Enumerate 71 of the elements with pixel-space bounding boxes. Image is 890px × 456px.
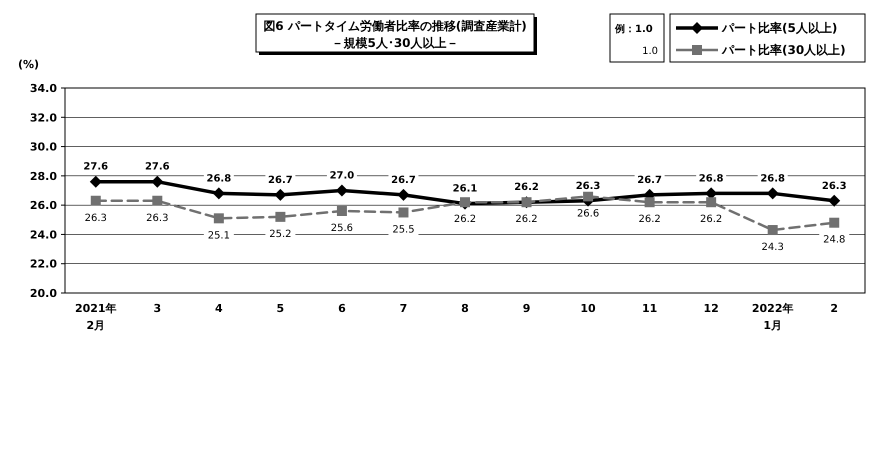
point xyxy=(336,184,348,196)
point xyxy=(336,206,347,216)
data-label: 25.6 xyxy=(330,223,354,234)
y-tick-label: 28.0 xyxy=(30,170,58,183)
data-label: 26.8 xyxy=(206,173,232,184)
point xyxy=(275,212,286,222)
y-tick-label: 24.0 xyxy=(30,228,58,242)
text: 1.0 xyxy=(642,46,658,57)
y-tick-label: 34.0 xyxy=(30,82,58,95)
x-tick-label: 5 xyxy=(276,302,284,315)
x-tick-label: 8 xyxy=(461,302,469,315)
point xyxy=(644,197,655,208)
y-tick-label: 26.0 xyxy=(30,199,58,212)
x-tick-label: 12 xyxy=(704,302,719,315)
y-tick-label: 32.0 xyxy=(30,111,58,124)
y-axis-title: (%) xyxy=(18,58,40,71)
data-label: 26.7 xyxy=(391,174,416,186)
x-tick-label: 2022年 1月 xyxy=(752,302,794,332)
legend-label: パート比率(5人以上) xyxy=(721,21,838,35)
point xyxy=(460,197,470,208)
data-label: 26.3 xyxy=(576,180,600,192)
data-label: 26.3 xyxy=(146,212,168,224)
data-label: 27.6 xyxy=(144,162,170,173)
y-tick-label: 30.0 xyxy=(30,140,58,154)
point xyxy=(152,196,162,206)
data-label: 26.2 xyxy=(700,214,722,226)
chart-subtitle: －規模5人･30人以上－ xyxy=(331,36,459,50)
data-label: 25.1 xyxy=(208,230,230,242)
data-label: 26.8 xyxy=(698,173,724,184)
point xyxy=(90,196,101,206)
chart-title: 図6 パートタイム労働者比率の推移(調査産業計) xyxy=(263,19,527,33)
data-label: 24.3 xyxy=(762,242,784,254)
data-label: 26.2 xyxy=(454,214,476,226)
point xyxy=(398,207,408,218)
x-tick-label: 7 xyxy=(400,302,408,315)
point xyxy=(766,187,779,200)
data-label: 26.1 xyxy=(452,184,478,195)
x-tick-label: 11 xyxy=(642,302,658,315)
x-tick-label: 2 xyxy=(830,302,838,315)
text: 例：1.0 xyxy=(614,23,653,35)
data-label: 26.2 xyxy=(515,214,538,226)
point xyxy=(214,213,224,224)
point xyxy=(397,188,410,201)
y-tick-label: 20.0 xyxy=(30,287,58,300)
data-label: 26.3 xyxy=(822,180,847,192)
x-tick-label: 3 xyxy=(153,302,162,315)
point xyxy=(706,197,716,208)
point xyxy=(829,218,840,228)
data-label: 27.0 xyxy=(330,170,354,182)
point xyxy=(768,225,778,236)
data-label: 24.8 xyxy=(823,234,846,246)
data-label: 26.8 xyxy=(760,173,786,184)
data-label: 26.3 xyxy=(84,212,107,224)
x-tick-label: 4 xyxy=(215,302,224,315)
data-label: 26.6 xyxy=(576,208,600,220)
point xyxy=(583,191,594,202)
legend-label: パート比率(30人以上) xyxy=(721,43,846,57)
data-label: 27.6 xyxy=(83,162,108,173)
data-label: 25.2 xyxy=(269,228,292,240)
point xyxy=(828,194,840,207)
x-tick-label: 2021年 2月 xyxy=(74,302,117,332)
data-label: 26.2 xyxy=(514,182,539,194)
data-label: 25.5 xyxy=(392,224,415,236)
x-tick-label: 6 xyxy=(338,302,346,315)
data-label: 26.7 xyxy=(268,174,293,186)
data-label: 26.7 xyxy=(637,174,662,186)
y-tick-label: 22.0 xyxy=(30,258,58,271)
x-tick-label: 9 xyxy=(522,302,530,315)
point xyxy=(212,187,225,200)
x-tick-label: 10 xyxy=(580,302,596,315)
data-label: 26.2 xyxy=(638,214,661,226)
